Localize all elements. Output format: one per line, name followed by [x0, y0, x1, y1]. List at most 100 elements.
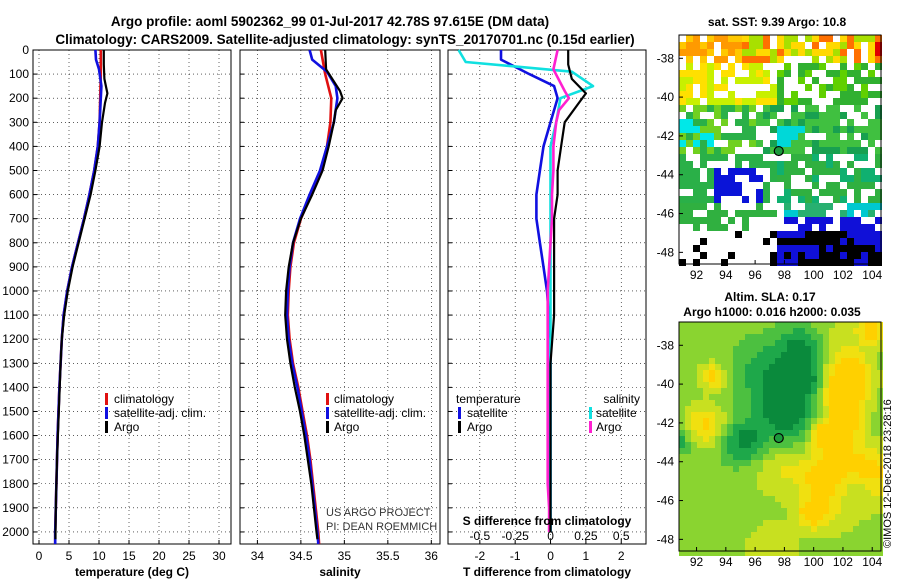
sla-cell [811, 370, 817, 376]
sla-cell [859, 472, 865, 478]
sla-cell [781, 328, 787, 334]
sla-cell [757, 412, 763, 418]
sla-cell [865, 322, 871, 328]
sla-cell [757, 406, 763, 412]
sla-cell [817, 322, 823, 328]
sst-cell [812, 238, 819, 245]
sst-cell [763, 49, 770, 56]
sla-cell [835, 460, 841, 466]
sla-cell [781, 484, 787, 490]
sst-cell [742, 196, 749, 203]
sla-cell [757, 322, 763, 328]
sst-cell [847, 210, 854, 217]
sst-cell [770, 168, 777, 175]
sla-cell [715, 544, 721, 550]
sla-cell [847, 358, 853, 364]
sst-cell [700, 105, 707, 112]
sst-cell [840, 70, 847, 77]
sla-cell [757, 448, 763, 454]
map-lat-label: -42 [657, 416, 675, 430]
sst-cell [756, 175, 763, 182]
map-lon-label: 96 [748, 268, 762, 282]
sst-cell [875, 77, 882, 84]
sst-cell [805, 35, 812, 42]
sla-cell [805, 514, 811, 520]
sst-cell [861, 182, 868, 189]
sla-cell [733, 334, 739, 340]
sla-cell [679, 532, 685, 538]
sst-cell [854, 126, 861, 133]
sst-cell [798, 154, 805, 161]
sst-cell [840, 175, 847, 182]
sla-cell [775, 430, 781, 436]
sla-cell [805, 544, 811, 550]
sla-cell [703, 340, 709, 346]
sla-cell [685, 472, 691, 478]
sla-cell [847, 454, 853, 460]
sst-cell [777, 238, 784, 245]
sst-cell [854, 245, 861, 252]
sst-cell [686, 77, 693, 84]
sla-cell [775, 460, 781, 466]
sla-cell [805, 322, 811, 328]
sla-cell [859, 340, 865, 346]
sla-cell [769, 520, 775, 526]
sla-cell [841, 544, 847, 550]
sla-cell [817, 544, 823, 550]
map-lat-label: -48 [657, 532, 675, 546]
sla-cell [871, 442, 877, 448]
sst-cell [819, 168, 826, 175]
sla-cell [721, 364, 727, 370]
sst-cell [735, 42, 742, 49]
sst-cell [784, 231, 791, 238]
sla-cell [745, 466, 751, 472]
sla-cell [769, 352, 775, 358]
sst-cell [707, 35, 714, 42]
sla-cell [739, 526, 745, 532]
sst-cell [840, 49, 847, 56]
sst-cell [700, 154, 707, 161]
sla-cell [823, 514, 829, 520]
sla-cell [853, 346, 859, 352]
sla-cell [763, 424, 769, 430]
sla-cell [757, 370, 763, 376]
sla-cell [739, 478, 745, 484]
sst-cell [791, 91, 798, 98]
sst-cell [784, 42, 791, 49]
sla-cell [817, 412, 823, 418]
temperature-legend: climatology satellite-adj. clim. Argo [105, 392, 206, 434]
sla-cell [751, 388, 757, 394]
sst-cell [791, 42, 798, 49]
sla-cell [715, 340, 721, 346]
sst-cell [693, 140, 700, 147]
x-tick-label: 35.5 [376, 549, 400, 563]
sla-cell [703, 550, 709, 556]
sla-cell [829, 550, 835, 556]
sst-cell [777, 98, 784, 105]
sla-cell [823, 550, 829, 556]
sla-cell [829, 394, 835, 400]
sla-cell [709, 520, 715, 526]
sla-map-cells [679, 322, 883, 556]
sla-cell [859, 430, 865, 436]
x-tick-label: -2 [474, 549, 485, 563]
sla-cell [817, 370, 823, 376]
sla-cell [793, 334, 799, 340]
sla-cell [817, 406, 823, 412]
sla-cell [847, 382, 853, 388]
sla-cell [703, 406, 709, 412]
sla-cell [793, 430, 799, 436]
sla-cell [871, 448, 877, 454]
sla-cell [871, 490, 877, 496]
figure-title-line2: Climatology: CARS2009. Satellite-adjuste… [55, 32, 634, 47]
sst-cell [707, 175, 714, 182]
sla-cell [757, 538, 763, 544]
sla-cell [715, 502, 721, 508]
legend-swatch-s-satellite [589, 407, 592, 419]
sla-cell [817, 448, 823, 454]
sst-cell [826, 189, 833, 196]
sla-cell [727, 394, 733, 400]
sst-cell [742, 133, 749, 140]
sla-cell [811, 538, 817, 544]
sla-cell [853, 466, 859, 472]
